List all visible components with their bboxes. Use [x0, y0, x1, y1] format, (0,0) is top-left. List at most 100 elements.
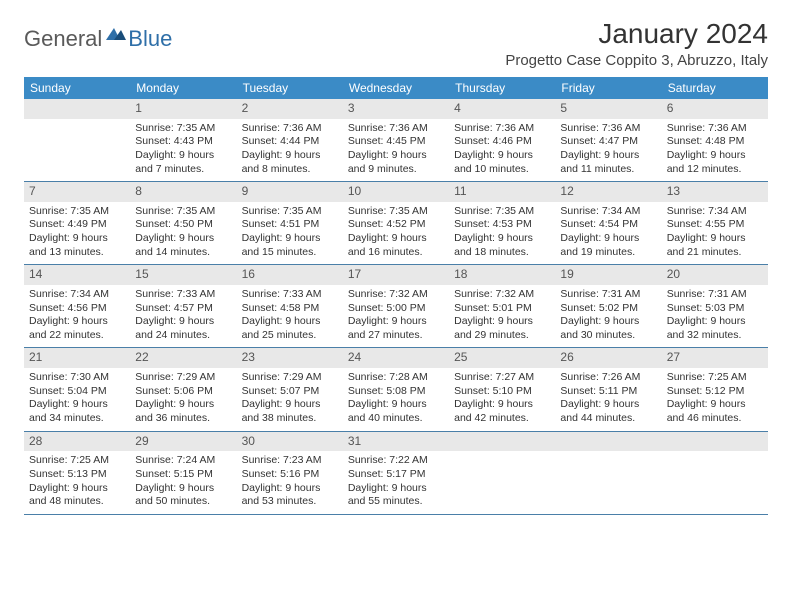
day-number: 13 [662, 182, 768, 202]
sunset-text: Sunset: 5:03 PM [667, 302, 763, 316]
day-number: 20 [662, 265, 768, 285]
daylight-text: Daylight: 9 hours and 12 minutes. [667, 149, 763, 176]
week-row: 7Sunrise: 7:35 AMSunset: 4:49 PMDaylight… [24, 182, 768, 265]
logo: General Blue [24, 24, 172, 53]
day-body: Sunrise: 7:31 AMSunset: 5:02 PMDaylight:… [555, 285, 661, 348]
calendar-grid: Sunday Monday Tuesday Wednesday Thursday… [24, 77, 768, 515]
sunrise-text: Sunrise: 7:36 AM [667, 122, 763, 136]
day-number: 18 [449, 265, 555, 285]
daylight-text: Daylight: 9 hours and 38 minutes. [242, 398, 338, 425]
sunset-text: Sunset: 5:02 PM [560, 302, 656, 316]
sunset-text: Sunset: 4:48 PM [667, 135, 763, 149]
day-cell: 1Sunrise: 7:35 AMSunset: 4:43 PMDaylight… [130, 99, 236, 181]
day-body: Sunrise: 7:36 AMSunset: 4:46 PMDaylight:… [449, 119, 555, 182]
sunset-text: Sunset: 5:07 PM [242, 385, 338, 399]
sunrise-text: Sunrise: 7:24 AM [135, 454, 231, 468]
sunset-text: Sunset: 5:16 PM [242, 468, 338, 482]
day-body: Sunrise: 7:32 AMSunset: 5:00 PMDaylight:… [343, 285, 449, 348]
day-number: 30 [237, 432, 343, 452]
sunset-text: Sunset: 4:55 PM [667, 218, 763, 232]
day-cell: 22Sunrise: 7:29 AMSunset: 5:06 PMDayligh… [130, 348, 236, 430]
day-cell [662, 432, 768, 514]
sunset-text: Sunset: 4:46 PM [454, 135, 550, 149]
sunrise-text: Sunrise: 7:35 AM [135, 122, 231, 136]
page-header: General Blue January 2024 Progetto Case … [24, 18, 768, 69]
day-cell: 17Sunrise: 7:32 AMSunset: 5:00 PMDayligh… [343, 265, 449, 347]
sunset-text: Sunset: 5:00 PM [348, 302, 444, 316]
dow-friday: Friday [555, 77, 661, 99]
day-number: 21 [24, 348, 130, 368]
sunset-text: Sunset: 5:15 PM [135, 468, 231, 482]
day-number [555, 432, 661, 452]
sunrise-text: Sunrise: 7:36 AM [348, 122, 444, 136]
day-cell: 2Sunrise: 7:36 AMSunset: 4:44 PMDaylight… [237, 99, 343, 181]
sunrise-text: Sunrise: 7:22 AM [348, 454, 444, 468]
sunset-text: Sunset: 5:04 PM [29, 385, 125, 399]
daylight-text: Daylight: 9 hours and 53 minutes. [242, 482, 338, 509]
day-body: Sunrise: 7:24 AMSunset: 5:15 PMDaylight:… [130, 451, 236, 514]
day-body: Sunrise: 7:34 AMSunset: 4:54 PMDaylight:… [555, 202, 661, 265]
daylight-text: Daylight: 9 hours and 21 minutes. [667, 232, 763, 259]
weeks-container: 1Sunrise: 7:35 AMSunset: 4:43 PMDaylight… [24, 99, 768, 515]
day-body: Sunrise: 7:22 AMSunset: 5:17 PMDaylight:… [343, 451, 449, 514]
day-number: 15 [130, 265, 236, 285]
sunset-text: Sunset: 4:52 PM [348, 218, 444, 232]
sunrise-text: Sunrise: 7:32 AM [348, 288, 444, 302]
day-number [449, 432, 555, 452]
sunset-text: Sunset: 5:13 PM [29, 468, 125, 482]
day-number: 1 [130, 99, 236, 119]
title-block: January 2024 Progetto Case Coppito 3, Ab… [505, 18, 768, 69]
day-cell: 4Sunrise: 7:36 AMSunset: 4:46 PMDaylight… [449, 99, 555, 181]
day-body: Sunrise: 7:35 AMSunset: 4:43 PMDaylight:… [130, 119, 236, 182]
daylight-text: Daylight: 9 hours and 48 minutes. [29, 482, 125, 509]
daylight-text: Daylight: 9 hours and 25 minutes. [242, 315, 338, 342]
day-body: Sunrise: 7:27 AMSunset: 5:10 PMDaylight:… [449, 368, 555, 431]
day-body: Sunrise: 7:34 AMSunset: 4:55 PMDaylight:… [662, 202, 768, 265]
sunrise-text: Sunrise: 7:36 AM [560, 122, 656, 136]
day-number: 23 [237, 348, 343, 368]
day-cell: 27Sunrise: 7:25 AMSunset: 5:12 PMDayligh… [662, 348, 768, 430]
week-row: 1Sunrise: 7:35 AMSunset: 4:43 PMDaylight… [24, 99, 768, 182]
day-number: 10 [343, 182, 449, 202]
day-cell: 28Sunrise: 7:25 AMSunset: 5:13 PMDayligh… [24, 432, 130, 514]
daylight-text: Daylight: 9 hours and 14 minutes. [135, 232, 231, 259]
triangle-icon [106, 24, 126, 45]
sunset-text: Sunset: 4:45 PM [348, 135, 444, 149]
day-cell: 7Sunrise: 7:35 AMSunset: 4:49 PMDaylight… [24, 182, 130, 264]
day-cell: 20Sunrise: 7:31 AMSunset: 5:03 PMDayligh… [662, 265, 768, 347]
sunset-text: Sunset: 4:54 PM [560, 218, 656, 232]
sunset-text: Sunset: 5:11 PM [560, 385, 656, 399]
sunset-text: Sunset: 5:08 PM [348, 385, 444, 399]
daylight-text: Daylight: 9 hours and 27 minutes. [348, 315, 444, 342]
day-cell: 31Sunrise: 7:22 AMSunset: 5:17 PMDayligh… [343, 432, 449, 514]
sunset-text: Sunset: 4:44 PM [242, 135, 338, 149]
daylight-text: Daylight: 9 hours and 16 minutes. [348, 232, 444, 259]
daylight-text: Daylight: 9 hours and 44 minutes. [560, 398, 656, 425]
day-number: 16 [237, 265, 343, 285]
day-cell: 26Sunrise: 7:26 AMSunset: 5:11 PMDayligh… [555, 348, 661, 430]
day-cell: 5Sunrise: 7:36 AMSunset: 4:47 PMDaylight… [555, 99, 661, 181]
sunset-text: Sunset: 5:10 PM [454, 385, 550, 399]
day-number: 6 [662, 99, 768, 119]
sunrise-text: Sunrise: 7:35 AM [29, 205, 125, 219]
sunrise-text: Sunrise: 7:36 AM [454, 122, 550, 136]
day-body: Sunrise: 7:35 AMSunset: 4:49 PMDaylight:… [24, 202, 130, 265]
day-number: 19 [555, 265, 661, 285]
sunrise-text: Sunrise: 7:31 AM [667, 288, 763, 302]
sunrise-text: Sunrise: 7:27 AM [454, 371, 550, 385]
day-number: 22 [130, 348, 236, 368]
day-body: Sunrise: 7:35 AMSunset: 4:53 PMDaylight:… [449, 202, 555, 265]
sunrise-text: Sunrise: 7:35 AM [454, 205, 550, 219]
day-body: Sunrise: 7:25 AMSunset: 5:12 PMDaylight:… [662, 368, 768, 431]
sunset-text: Sunset: 4:47 PM [560, 135, 656, 149]
day-number: 4 [449, 99, 555, 119]
daylight-text: Daylight: 9 hours and 15 minutes. [242, 232, 338, 259]
day-cell [24, 99, 130, 181]
day-body: Sunrise: 7:23 AMSunset: 5:16 PMDaylight:… [237, 451, 343, 514]
day-body: Sunrise: 7:36 AMSunset: 4:47 PMDaylight:… [555, 119, 661, 182]
sunrise-text: Sunrise: 7:34 AM [29, 288, 125, 302]
sunset-text: Sunset: 4:49 PM [29, 218, 125, 232]
daylight-text: Daylight: 9 hours and 40 minutes. [348, 398, 444, 425]
day-number: 2 [237, 99, 343, 119]
sunset-text: Sunset: 4:53 PM [454, 218, 550, 232]
